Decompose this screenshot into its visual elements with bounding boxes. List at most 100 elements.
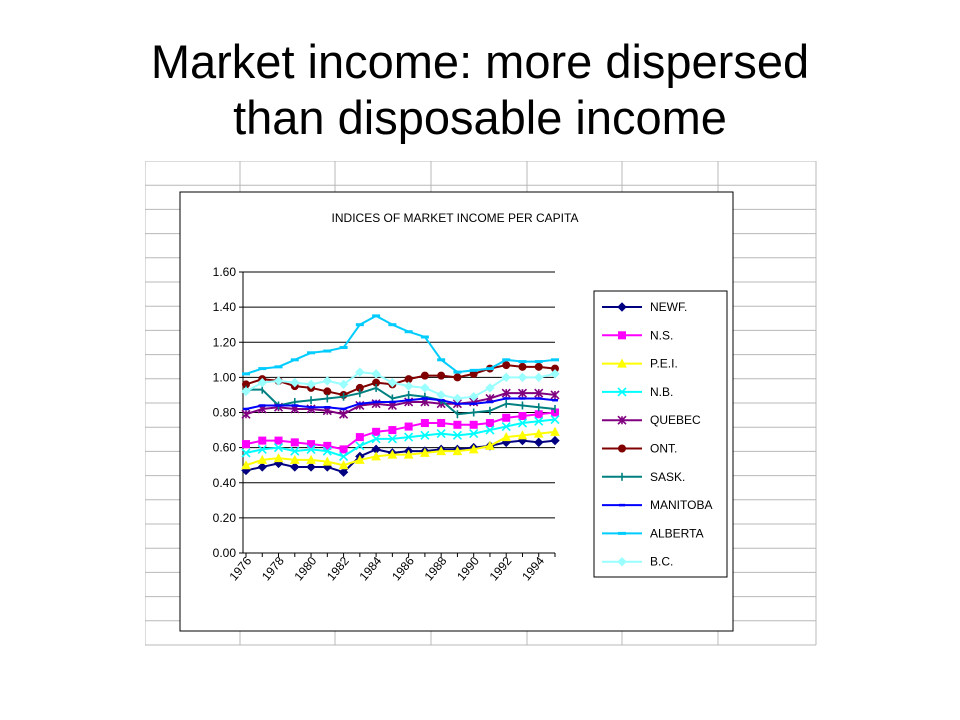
legend-item-newf: NEWF. [602, 300, 687, 314]
data-point-newf [534, 437, 544, 448]
data-point-n-s [437, 419, 446, 428]
data-point-n-s [453, 420, 462, 429]
legend-marker [618, 331, 626, 340]
data-point-newf [306, 462, 316, 472]
data-point-n-s [485, 419, 494, 428]
y-tick-label: 1.40 [213, 300, 237, 314]
data-point-p-e-i [289, 454, 300, 464]
data-point-ont [518, 362, 527, 371]
legend-item-p-e-i: P.E.I. [602, 357, 678, 371]
data-point-n-b [469, 429, 479, 439]
series-line-quebec [245, 392, 556, 416]
data-point-p-e-i [468, 444, 479, 454]
data-point-n-s [420, 419, 429, 428]
data-point-n-s [323, 441, 332, 450]
data-point-b-c [468, 391, 479, 402]
legend-label: ONT. [650, 442, 677, 456]
legend: NEWF. N.S. P.E.I. N.B. QUEBEC ONT. SASK. MANITO… [602, 300, 712, 569]
data-point-p-e-i [241, 460, 251, 470]
data-point-b-c [550, 369, 560, 379]
data-point-b-c [306, 379, 316, 390]
data-point-b-c [257, 377, 267, 388]
y-tick-label: 0.00 [213, 546, 237, 560]
data-point-b-c [403, 381, 414, 391]
legend-label: MANITOBA [650, 498, 712, 512]
data-point-newf [338, 467, 349, 477]
data-point-n-b [452, 430, 462, 440]
data-point-n-b [550, 414, 560, 425]
data-point-n-s [518, 412, 527, 421]
legend-marker [617, 358, 627, 368]
data-point-n-b [306, 444, 316, 454]
data-point-quebec [339, 409, 349, 419]
spreadsheet-background: INDICES OF MARKET INCOME PER CAPITA 0.00… [145, 161, 817, 646]
slide-title: Market income: more dispersed than dispo… [0, 34, 960, 146]
data-point-newf [550, 435, 560, 446]
data-point-p-e-i [517, 430, 528, 440]
y-tick-label: 1.60 [213, 265, 237, 279]
series-n-b [241, 414, 560, 461]
data-point-b-c [322, 376, 333, 386]
data-point-n-b [290, 446, 300, 456]
data-point-ont [420, 371, 429, 380]
data-point-quebec [501, 388, 511, 398]
data-point-newf [257, 462, 267, 472]
series-p-e-i [241, 426, 560, 470]
legend-label: ALBERTA [650, 526, 704, 540]
data-point-ont [502, 361, 511, 370]
data-point-p-e-i [306, 454, 316, 464]
legend-label: N.S. [650, 328, 673, 342]
data-point-quebec [241, 409, 251, 419]
legend-marker [618, 444, 626, 453]
data-point-n-s [502, 413, 511, 422]
legend-label: B.C. [650, 555, 673, 569]
data-point-n-b [339, 451, 349, 461]
series-b-c [241, 367, 560, 404]
legend-label: SASK. [650, 470, 685, 484]
data-point-b-c [273, 376, 284, 386]
data-point-b-c [387, 377, 398, 388]
data-point-p-e-i [436, 446, 446, 456]
y-tick-label: 1.20 [213, 335, 237, 349]
legend-item-n-s: N.S. [602, 328, 673, 342]
slide-title-line-2: than disposable income [233, 91, 727, 144]
y-tick-label: 0.40 [213, 476, 237, 490]
y-tick-label: 0.20 [213, 511, 237, 525]
data-point-n-s [307, 440, 316, 449]
data-point-n-s [534, 410, 543, 419]
data-point-b-c [241, 386, 251, 397]
series-line-n-b [245, 418, 556, 458]
legend-label: QUEBEC [650, 413, 701, 427]
legend-label: NEWF. [650, 300, 687, 314]
data-point-p-e-i [322, 456, 333, 466]
legend-marker [617, 302, 627, 312]
chart-title: INDICES OF MARKET INCOME PER CAPITA [332, 211, 579, 225]
legend-item-alberta: ALBERTA [602, 526, 704, 540]
data-point-b-c [436, 390, 446, 400]
legend-item-manitoba: MANITOBA [602, 498, 712, 512]
y-tick-label: 0.80 [213, 406, 237, 420]
data-point-b-c [355, 367, 365, 377]
data-point-b-c [501, 372, 511, 383]
data-point-n-b [485, 425, 495, 435]
data-point-n-s [404, 422, 413, 431]
data-point-n-s [469, 420, 478, 429]
data-point-n-s [388, 426, 397, 435]
data-point-p-e-i [420, 447, 430, 457]
data-point-p-e-i [485, 440, 495, 450]
legend-item-quebec: QUEBEC [602, 413, 701, 427]
legend-item-n-b: N.B. [602, 385, 673, 399]
legend-box [593, 290, 728, 578]
data-point-ont [534, 362, 543, 371]
data-point-n-b [322, 446, 332, 456]
data-point-newf [290, 462, 300, 472]
data-point-n-b [355, 441, 365, 451]
data-point-p-e-i [533, 428, 544, 438]
data-point-n-s [355, 433, 364, 442]
data-point-p-e-i [387, 449, 398, 459]
data-point-p-e-i [355, 454, 365, 464]
legend-item-ont: ONT. [602, 442, 677, 456]
data-point-n-b [404, 432, 414, 442]
series-line-sask [246, 386, 556, 416]
legend-marker [617, 415, 627, 425]
